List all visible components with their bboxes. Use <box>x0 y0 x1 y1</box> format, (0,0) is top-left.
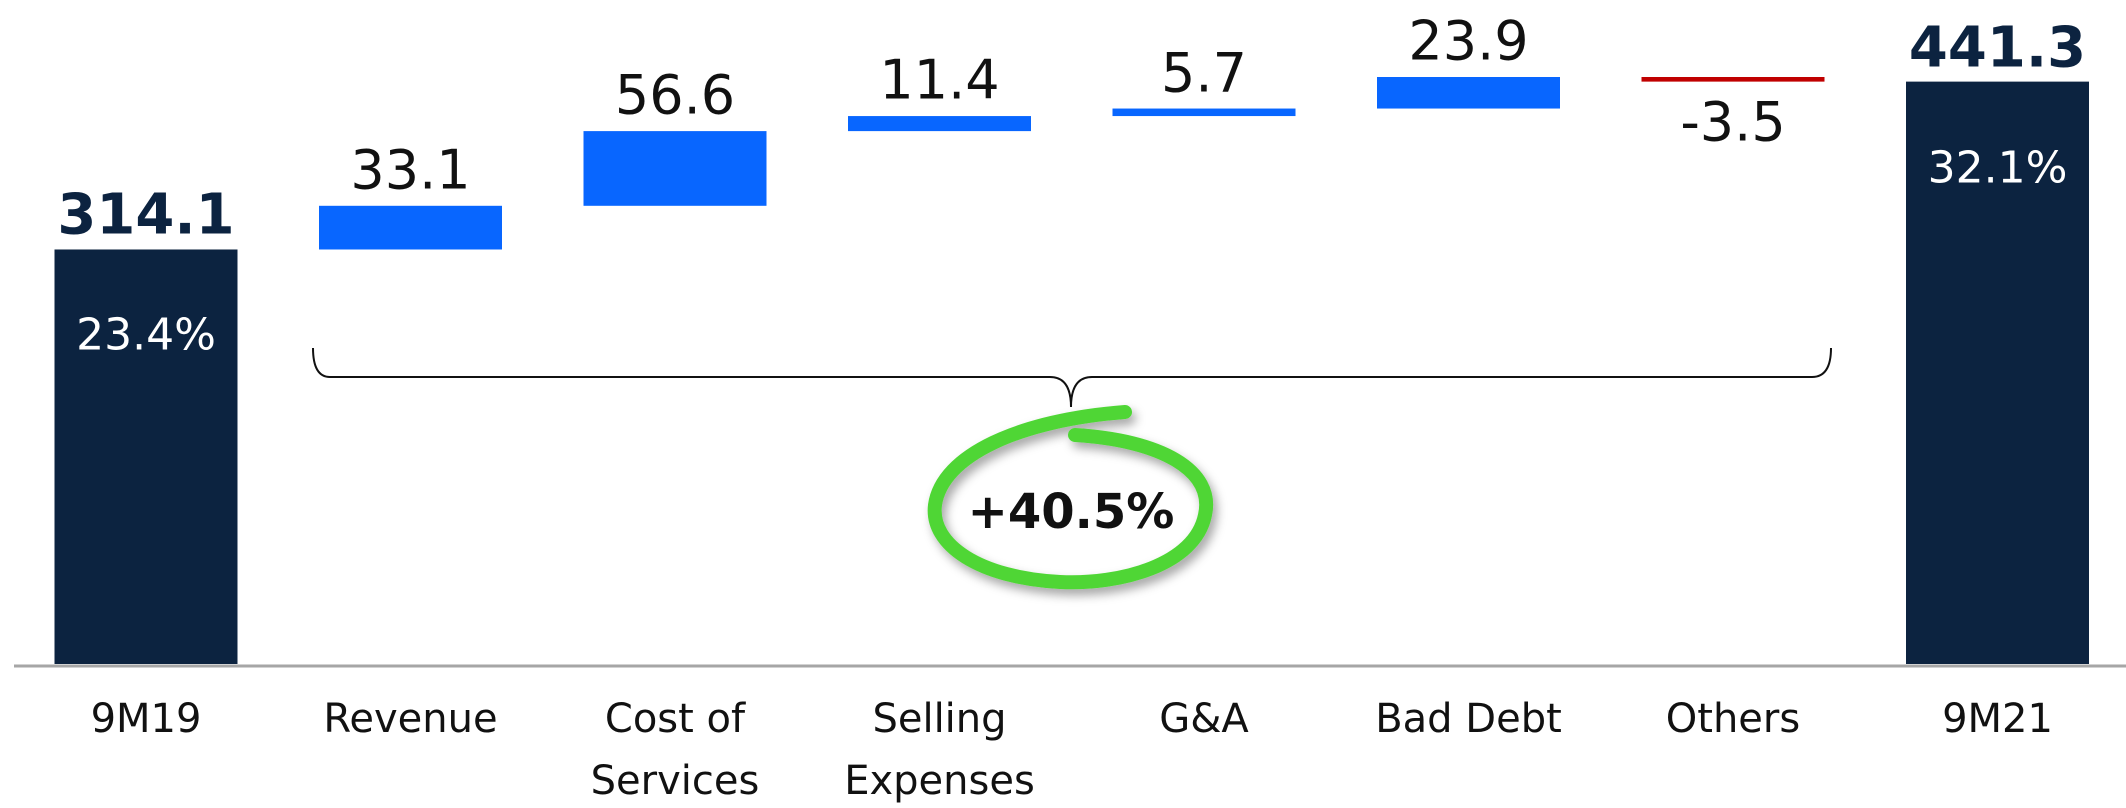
share-label: 23.4% <box>76 309 216 361</box>
value-label: -3.5 <box>1680 90 1786 154</box>
x-tick-label: 9M21 <box>1942 696 2053 742</box>
value-label: 11.4 <box>879 48 1000 112</box>
delta-bar <box>1377 77 1560 109</box>
x-tick-label: 9M19 <box>90 696 202 742</box>
value-label: 23.9 <box>1408 9 1529 73</box>
x-tick-label: Selling Expenses <box>844 696 1035 804</box>
value-label: 5.7 <box>1161 41 1247 105</box>
delta-bar <box>319 205 502 250</box>
delta-bar <box>583 131 767 206</box>
total-bar <box>1906 81 2089 665</box>
value-label: 314.1 <box>57 182 235 248</box>
delta-bar <box>848 116 1031 132</box>
value-label: 56.6 <box>614 63 736 127</box>
highlight-circle <box>927 405 1214 590</box>
x-tick-label: Revenue <box>323 696 498 742</box>
x-tick-label: Cost of Services <box>590 696 760 804</box>
share-label: 32.1% <box>1927 142 2068 194</box>
x-tick-label: Bad Debt <box>1375 696 1562 742</box>
x-tick-label: Others <box>1665 696 1801 742</box>
bracket <box>312 347 1832 408</box>
x-tick-label: G&A <box>1159 696 1249 742</box>
value-label: 441.3 <box>1908 15 2087 81</box>
delta-bar <box>1641 77 1825 82</box>
delta-bar <box>1112 108 1296 117</box>
annotation: +40.5% <box>967 484 1175 540</box>
total-bar <box>54 249 238 664</box>
value-label: 33.1 <box>350 138 471 202</box>
